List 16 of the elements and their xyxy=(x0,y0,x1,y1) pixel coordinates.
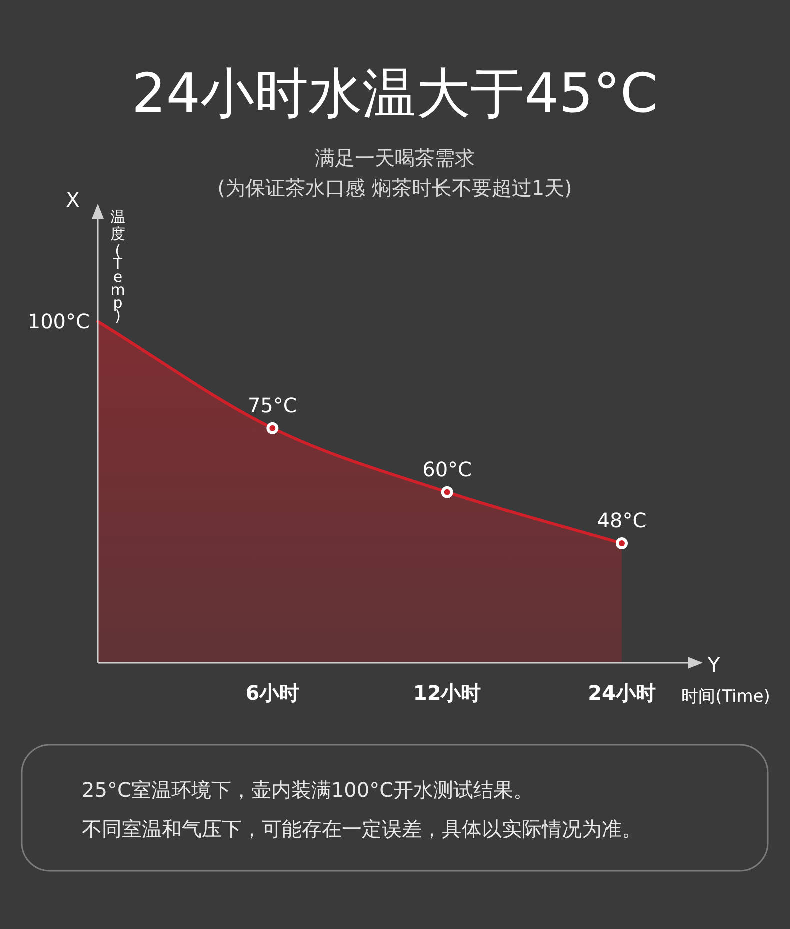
x-tick-label: 6小时 xyxy=(246,681,300,705)
text: 100°C xyxy=(28,310,90,334)
text: X xyxy=(66,188,80,212)
x-axis-title: 时间(Time) xyxy=(682,687,770,707)
text: (为保证茶水口感 焖茶时长不要超过1天) xyxy=(218,176,572,200)
data-label: 60°C xyxy=(422,457,472,482)
y-axis-title: 温度(Temp) xyxy=(110,208,126,325)
x-tick-label: 24小时 xyxy=(588,681,656,705)
data-label: 48°C xyxy=(597,508,647,533)
data-label: 75°C xyxy=(248,393,298,418)
chart-subtitle: 满足一天喝茶需求 xyxy=(315,146,475,170)
chart-title: 24小时水温大于45°C xyxy=(132,62,658,125)
text: 25°C室温环境下，壶内装满100°C开水测试结果。 xyxy=(82,778,534,802)
text: 不同室温和气压下，可能存在一定误差，具体以实际情况为准。 xyxy=(82,817,642,841)
x-tick-label: 12小时 xyxy=(413,681,482,705)
text: Y xyxy=(706,653,721,677)
